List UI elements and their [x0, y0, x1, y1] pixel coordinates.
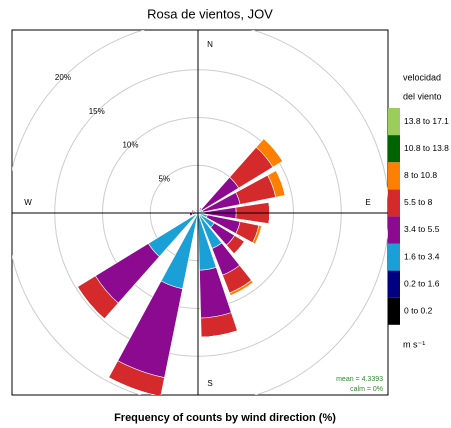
legend-swatch: [388, 243, 400, 271]
legend-title: velocidad: [403, 72, 441, 82]
r-tick-label: 20%: [55, 73, 71, 82]
wedge-segment: [230, 282, 254, 296]
legend-unit: m s⁻¹: [403, 339, 425, 349]
r-tick-label: 10%: [122, 141, 138, 150]
wedge-segment: [201, 330, 238, 338]
legend-swatch: [388, 135, 400, 163]
legend-label: 13.8 to 17.1: [404, 116, 449, 126]
wedge-segment: [233, 241, 245, 254]
r-tick-label: 5%: [158, 174, 170, 183]
r-tick-label: 15%: [89, 107, 105, 116]
legend-label: 0.2 to 1.6: [404, 278, 440, 288]
legend-swatch: [388, 189, 400, 217]
legend-title: del viento: [403, 91, 442, 101]
compass-label: S: [207, 379, 212, 388]
annotation: calm = 0%: [350, 386, 383, 393]
legend-swatch: [388, 162, 400, 190]
legend-label: 5.5 to 8: [404, 197, 433, 207]
annotation: mean = 4.3393: [336, 376, 383, 383]
legend-label: 8 to 10.8: [404, 170, 437, 180]
compass-label: E: [365, 198, 370, 207]
compass-label: N: [207, 40, 213, 49]
wedge-segment: [77, 286, 105, 320]
legend-label: 10.8 to 13.8: [404, 143, 449, 153]
compass-label: W: [24, 198, 32, 207]
legend-label: 3.4 to 5.5: [404, 224, 440, 234]
legend-label: 1.6 to 3.4: [404, 251, 440, 261]
legend-swatch: [388, 108, 400, 136]
legend-swatch: [388, 216, 400, 244]
wedge-segment: [275, 170, 286, 196]
chart-title: Rosa de vientos, JOV: [147, 6, 273, 21]
wedge-segment: [263, 138, 283, 162]
legend-label: 0 to 0.2: [404, 306, 433, 316]
plot-area: 5% 10% 15% 20%: [12, 30, 388, 395]
legend-swatch: [388, 297, 400, 325]
x-axis-label: Frequency of counts by wind direction (%…: [114, 412, 336, 424]
legend-swatch: [388, 270, 400, 298]
